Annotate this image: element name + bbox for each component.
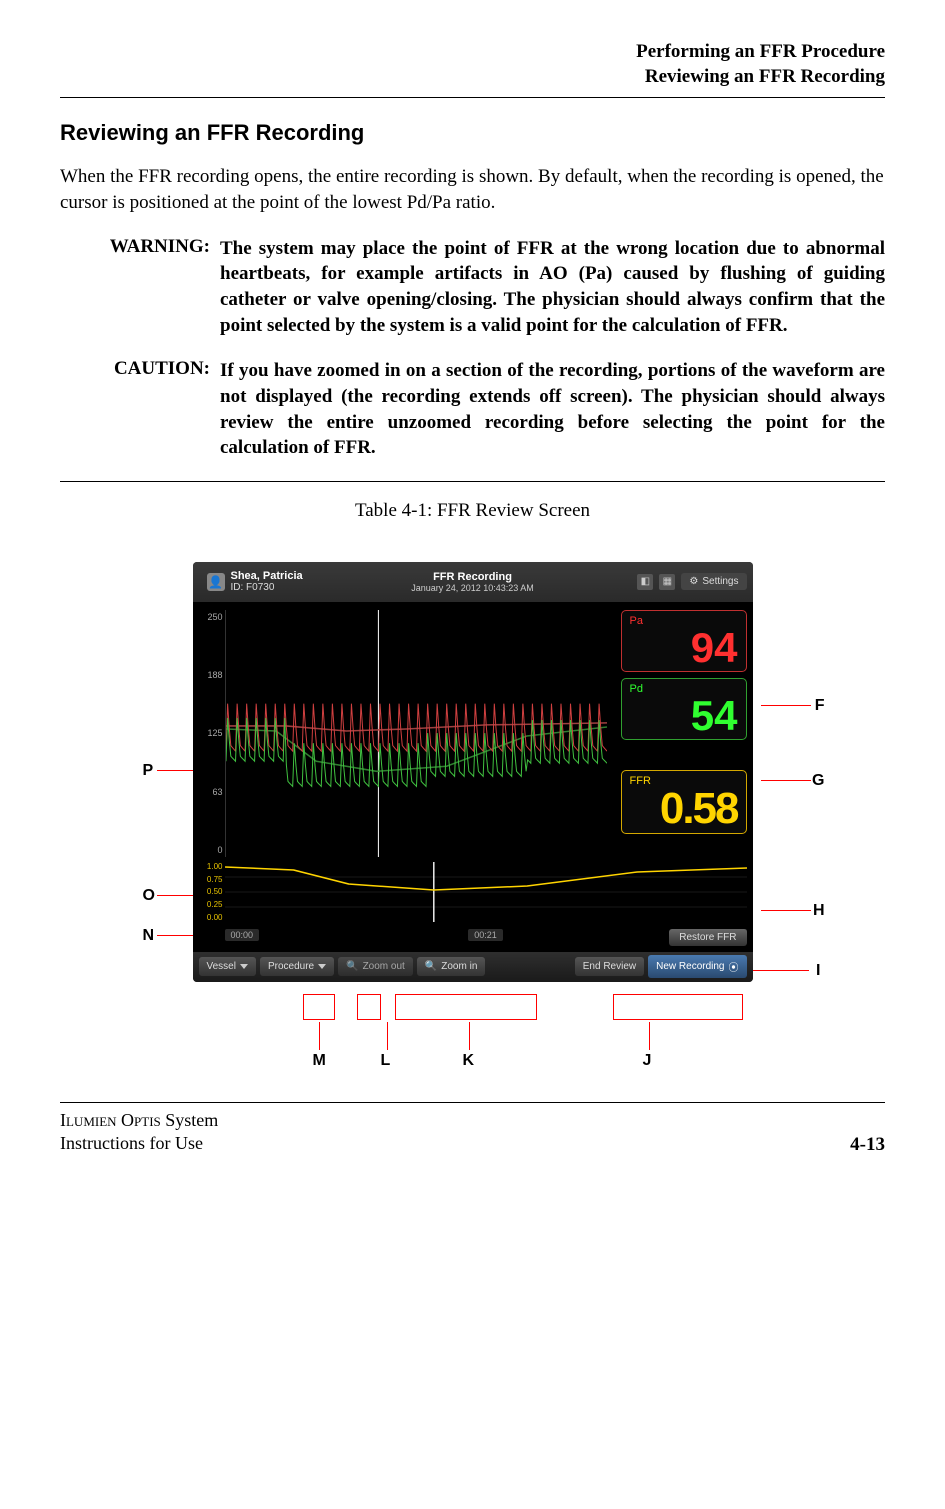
footer-left: Ilumien Optis System Instructions for Us…	[60, 1109, 218, 1156]
ffr-y-axis: 1.00 0.75 0.50 0.25 0.00	[195, 862, 223, 922]
settings-label: Settings	[702, 576, 738, 587]
line-G	[761, 780, 811, 781]
status-icon-d[interactable]: ▦	[659, 574, 675, 590]
line-J	[649, 1022, 650, 1050]
restore-ffr-button[interactable]: Restore FFR	[669, 929, 746, 946]
footer-product-2: Optis	[121, 1110, 161, 1130]
callout-O: O	[143, 887, 155, 905]
pa-readout: Pa 94	[621, 610, 747, 672]
intro-paragraph: When the FFR recording opens, the entire…	[60, 164, 885, 215]
record-icon: ⦿	[729, 959, 739, 974]
warning-text: The system may place the point of FFR at…	[220, 236, 885, 339]
patient-info[interactable]: 👤 Shea, Patricia ID: F0730	[199, 567, 311, 596]
time-tick-0: 00:00	[225, 929, 260, 941]
callout-J: J	[643, 1052, 652, 1070]
bottom-toolbar: Vessel Procedure 🔍 Zoom out 🔍 Zoom in En…	[193, 952, 753, 982]
page-footer: Ilumien Optis System Instructions for Us…	[60, 1102, 885, 1156]
avatar-icon: 👤	[207, 573, 225, 591]
figure-wrap: A B C D E F G H I P O N M L K J 👤	[113, 562, 833, 982]
table-caption: Table 4-1: FFR Review Screen	[60, 500, 885, 522]
title-center: FFR Recording January 24, 2012 10:43:23 …	[401, 569, 544, 595]
zoom-out-icon: 🔍	[346, 961, 358, 972]
caution-label: CAUTION:	[60, 358, 220, 461]
chevron-down-icon	[318, 964, 326, 969]
header-rule	[60, 97, 885, 98]
new-recording-button[interactable]: New Recording ⦿	[648, 955, 746, 978]
pd-value: 54	[630, 695, 738, 737]
line-H	[761, 910, 811, 911]
pressure-chart: 250 188 125 63 0	[193, 610, 613, 857]
procedure-button[interactable]: Procedure	[260, 957, 334, 976]
box-K	[395, 994, 537, 1020]
main-area: 250 188 125 63 0	[193, 602, 753, 952]
callout-K: K	[463, 1052, 475, 1070]
callout-G: G	[812, 772, 824, 790]
caution-block: CAUTION: If you have zoomed in on a sect…	[60, 358, 885, 461]
callout-H: H	[813, 902, 825, 920]
line-L	[387, 1022, 388, 1050]
time-tick-1: 00:21	[468, 929, 503, 941]
pa-value: 94	[630, 627, 738, 669]
recording-date: January 24, 2012 10:43:23 AM	[411, 583, 534, 593]
callout-P: P	[143, 762, 154, 780]
ffr-readout: FFR 0.58	[621, 770, 747, 834]
pd-readout: Pd 54	[621, 678, 747, 740]
warning-label: WARNING:	[60, 236, 220, 339]
zoom-out-button[interactable]: 🔍 Zoom out	[338, 957, 413, 976]
callout-M: M	[313, 1052, 326, 1070]
box-J	[613, 994, 743, 1020]
callout-L: L	[381, 1052, 391, 1070]
zoom-in-icon: 🔍	[425, 961, 437, 972]
running-header: Performing an FFR Procedure Reviewing an…	[60, 40, 885, 89]
line-K	[469, 1022, 470, 1050]
callout-F: F	[815, 697, 825, 715]
ffr-trend-svg	[225, 862, 747, 922]
status-icon-c[interactable]: ◧	[637, 574, 653, 590]
ffr-review-screenshot: 👤 Shea, Patricia ID: F0730 FFR Recording…	[193, 562, 753, 982]
time-axis: 00:00 00:21 00:41	[225, 926, 747, 944]
box-L	[357, 994, 381, 1020]
box-M	[303, 994, 335, 1020]
callout-I: I	[816, 962, 820, 980]
footer-product-1: Ilumien	[60, 1110, 117, 1130]
footer-product-rest: System	[165, 1110, 218, 1130]
chevron-down-icon	[240, 964, 248, 969]
titlebar: 👤 Shea, Patricia ID: F0730 FFR Recording…	[193, 562, 753, 602]
ffr-value: 0.58	[630, 787, 738, 831]
warning-block: WARNING: The system may place the point …	[60, 236, 885, 339]
page-number: 4-13	[850, 1134, 885, 1156]
line-F	[761, 705, 811, 706]
patient-name: Shea, Patricia	[231, 570, 303, 582]
end-review-button[interactable]: End Review	[575, 957, 644, 976]
zoom-in-button[interactable]: 🔍 Zoom in	[417, 957, 486, 976]
patient-id: ID: F0730	[231, 582, 303, 593]
mid-rule	[60, 481, 885, 482]
footer-line2: Instructions for Use	[60, 1133, 203, 1153]
header-line1: Performing an FFR Procedure	[60, 40, 885, 65]
settings-button[interactable]: ⚙ Settings	[681, 573, 746, 590]
vessel-button[interactable]: Vessel	[199, 957, 256, 976]
section-title: Reviewing an FFR Recording	[60, 120, 885, 146]
waveform-svg	[226, 610, 607, 857]
ffr-trend-chart: 1.00 0.75 0.50 0.25 0.00	[193, 862, 753, 922]
line-M	[319, 1022, 320, 1050]
readout-panel: Pa 94 Pd 54 FFR 0.58	[621, 610, 747, 840]
callout-N: N	[143, 927, 155, 945]
header-line2: Reviewing an FFR Recording	[60, 65, 885, 90]
waveform-area[interactable]	[225, 610, 607, 857]
gear-icon: ⚙	[689, 576, 698, 587]
ffr-plot[interactable]	[225, 862, 747, 922]
line-I	[753, 970, 809, 971]
recording-title: FFR Recording	[411, 571, 534, 583]
pressure-y-axis: 250 188 125 63 0	[197, 610, 223, 857]
caution-text: If you have zoomed in on a section of th…	[220, 358, 885, 461]
